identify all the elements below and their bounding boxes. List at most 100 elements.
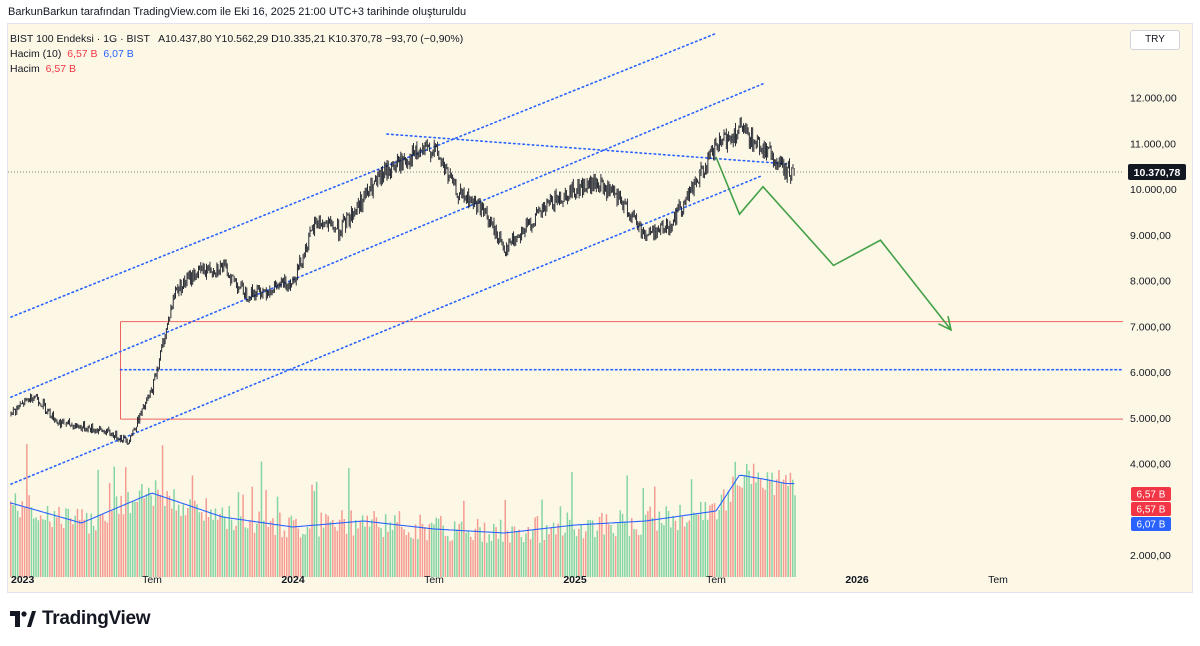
volume-bar <box>603 534 605 577</box>
volume-bar <box>637 535 640 577</box>
price-axis: 12.000,00 11.000,00 10.000,00 9.000,00 8.000… <box>8 93 1186 562</box>
volume-bar <box>143 498 145 577</box>
volume-bar <box>371 519 373 577</box>
volume-bar <box>626 475 628 577</box>
volume-bar <box>99 515 102 577</box>
volume-bar <box>633 529 635 577</box>
volume-bar <box>504 499 506 577</box>
volume-bar <box>527 527 529 577</box>
volume-bar <box>518 529 520 577</box>
legend-volume-ma-row[interactable]: Hacim (10) 6,57 B 6,07 B <box>10 47 463 62</box>
volume-bar <box>509 542 511 577</box>
volume-bar <box>263 520 265 577</box>
volume-bar <box>233 530 235 577</box>
volume-bar <box>621 513 624 577</box>
volume-bar <box>352 535 355 577</box>
volume-bar <box>723 489 725 577</box>
volume-bar <box>253 532 256 577</box>
volume-bar <box>157 489 159 577</box>
volume-bar <box>762 487 764 577</box>
volume-bar <box>640 534 642 577</box>
volume-bar <box>495 527 497 577</box>
volume-bar <box>559 506 562 577</box>
volume-bar <box>76 508 79 577</box>
volume-bar <box>320 512 322 577</box>
y-tick-label: 11.000,00 <box>1130 138 1176 150</box>
x-tick-label: Tem <box>706 574 726 586</box>
legend-symbol-row[interactable]: BIST 100 Endeksi · 1G · BIST A10.437,80 … <box>10 32 463 47</box>
volume-bar <box>106 522 109 577</box>
volume-bar <box>205 498 207 577</box>
volume-bar <box>665 506 667 577</box>
volume-bar <box>343 519 345 577</box>
volume-bar <box>435 517 437 577</box>
volume-bar <box>297 528 299 577</box>
volume-bar <box>401 526 403 577</box>
volume-bar <box>97 469 99 577</box>
volume-bar <box>357 528 359 577</box>
volume-bar <box>203 520 205 577</box>
volume-bar <box>437 518 440 577</box>
volume-bar <box>624 522 626 577</box>
volume-bar <box>113 466 115 577</box>
volume-bar <box>463 500 465 577</box>
volume-bar <box>562 535 564 577</box>
volume-bar <box>288 517 290 577</box>
volume-bar <box>182 504 184 577</box>
volume-bar <box>387 531 389 577</box>
volume-bar <box>69 518 72 577</box>
volume-bar <box>729 501 732 577</box>
x-tick-label: 2026 <box>845 574 869 586</box>
volume-bar <box>380 528 382 577</box>
volume-bar <box>695 514 697 577</box>
volume-bar <box>200 512 203 577</box>
volume-ma-label: Hacim (10) <box>10 48 62 60</box>
volume-bar <box>697 514 700 577</box>
volume-bar <box>120 495 122 577</box>
projection-arrowhead <box>938 316 953 332</box>
volume-bar <box>757 472 759 577</box>
volume-bar <box>713 503 716 577</box>
volume-bar <box>506 530 509 577</box>
volume-bar <box>490 541 493 577</box>
legend-volume-row[interactable]: Hacim 6,57 B <box>10 62 463 77</box>
volume-bar <box>430 522 433 577</box>
volume-bar <box>283 530 286 577</box>
price-chart[interactable]: 12.000,00 11.000,00 10.000,00 9.000,00 8.000… <box>8 24 1193 593</box>
volume-bar <box>575 536 578 577</box>
volume-bar <box>649 506 651 577</box>
volume-bar <box>148 487 150 577</box>
volume-bar <box>647 511 649 577</box>
volume-bar <box>451 540 454 577</box>
volume-bar <box>10 501 12 577</box>
chart-frame[interactable]: 12.000,00 11.000,00 10.000,00 9.000,00 8.000… <box>7 23 1193 593</box>
volume-bar <box>679 504 681 577</box>
volume-bar <box>656 530 658 577</box>
volume-bar <box>299 537 302 577</box>
volume-bar <box>548 534 550 577</box>
tradingview-logo[interactable]: TradingView <box>10 608 151 630</box>
volume-bar <box>83 519 86 577</box>
volume-bar <box>479 527 481 577</box>
currency-button[interactable]: TRY <box>1130 30 1180 50</box>
volume-bar <box>281 537 283 577</box>
volume-bar <box>242 494 244 577</box>
volume-bar <box>472 540 474 577</box>
y-tick-label: 5.000,00 <box>1130 413 1171 425</box>
volume-bar <box>568 519 571 577</box>
projection-path <box>715 156 952 331</box>
volume-bar <box>56 517 58 577</box>
volume-bar <box>223 516 226 577</box>
volume-bar <box>513 526 516 577</box>
volume-bar <box>62 528 65 577</box>
volume-bar <box>382 537 385 577</box>
volume-bar <box>329 521 332 577</box>
volume-bar <box>486 542 488 577</box>
volume-bar <box>228 506 230 577</box>
volume-bar <box>596 530 598 577</box>
volume-label: Hacim <box>10 63 40 75</box>
volume-bar <box>44 519 46 577</box>
volume-bar <box>541 499 543 577</box>
volume-bar <box>764 489 766 577</box>
volume-bar <box>60 523 63 577</box>
